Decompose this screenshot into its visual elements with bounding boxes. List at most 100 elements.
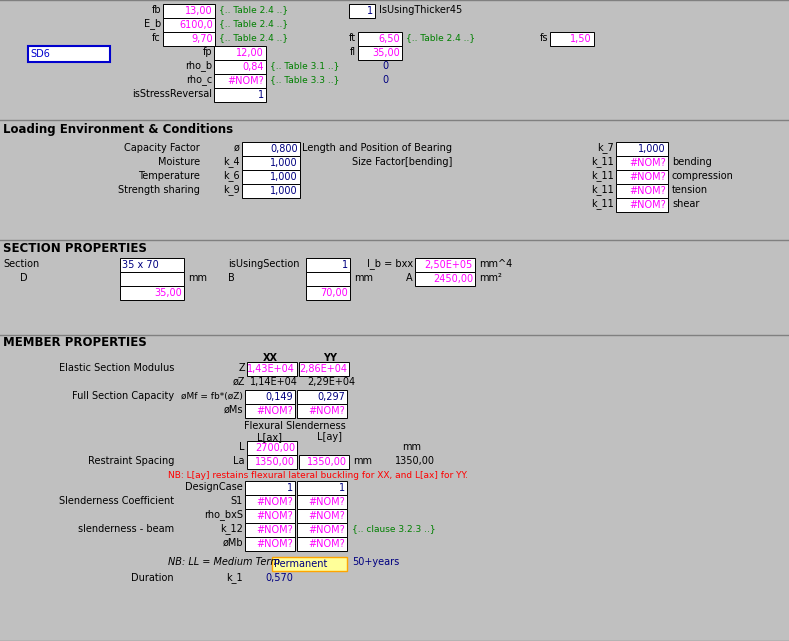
Bar xyxy=(247,441,297,455)
Text: rho_b: rho_b xyxy=(185,60,212,71)
Bar xyxy=(247,455,297,469)
Bar xyxy=(299,362,349,376)
Text: øMb: øMb xyxy=(222,538,243,548)
Text: 0,149: 0,149 xyxy=(265,392,293,402)
Text: 1: 1 xyxy=(342,260,348,270)
Bar xyxy=(245,537,295,551)
Text: k_4: k_4 xyxy=(223,156,240,167)
Bar xyxy=(306,258,350,272)
Text: 1,14E+04: 1,14E+04 xyxy=(250,377,298,387)
Text: #NOM?: #NOM? xyxy=(308,511,345,521)
Text: SD6: SD6 xyxy=(30,49,50,59)
Bar xyxy=(28,46,110,62)
Text: 0,84: 0,84 xyxy=(242,62,264,72)
Text: rho_bxS: rho_bxS xyxy=(204,510,243,520)
Text: #NOM?: #NOM? xyxy=(308,406,345,416)
Bar xyxy=(616,142,668,156)
Text: k_6: k_6 xyxy=(223,171,240,181)
Text: 1,000: 1,000 xyxy=(271,158,298,168)
Text: #NOM?: #NOM? xyxy=(256,539,293,549)
Text: S1: S1 xyxy=(230,496,243,506)
Text: bending: bending xyxy=(672,157,712,167)
Text: NB: LL = Medium Term: NB: LL = Medium Term xyxy=(168,557,280,567)
Text: Length and Position of Bearing: Length and Position of Bearing xyxy=(302,143,452,153)
Bar xyxy=(297,523,347,537)
Bar xyxy=(242,142,300,156)
Bar xyxy=(163,32,215,46)
Bar xyxy=(616,198,668,212)
Text: #NOM?: #NOM? xyxy=(630,186,666,196)
Text: Restraint Spacing: Restraint Spacing xyxy=(88,456,174,466)
Text: k_12: k_12 xyxy=(220,524,243,535)
Bar xyxy=(297,495,347,509)
Text: 12,00: 12,00 xyxy=(236,48,264,58)
Bar xyxy=(306,286,350,300)
Bar xyxy=(616,170,668,184)
Bar xyxy=(242,184,300,198)
Text: Duration: Duration xyxy=(132,573,174,583)
Text: 13,00: 13,00 xyxy=(185,6,213,16)
Text: 1: 1 xyxy=(338,483,345,493)
Bar xyxy=(272,557,347,571)
Bar xyxy=(214,60,266,74)
Bar xyxy=(214,88,266,102)
Text: #NOM?: #NOM? xyxy=(308,539,345,549)
Text: k_7: k_7 xyxy=(597,142,614,153)
Text: 35,00: 35,00 xyxy=(372,48,400,58)
Text: øMs: øMs xyxy=(223,405,243,415)
Bar xyxy=(245,404,295,418)
Text: 1: 1 xyxy=(367,6,373,16)
Text: #NOM?: #NOM? xyxy=(256,525,293,535)
Text: isUsingSection: isUsingSection xyxy=(228,259,300,269)
Text: #NOM?: #NOM? xyxy=(256,497,293,507)
Text: {.. Table 2.4 ..}: {.. Table 2.4 ..} xyxy=(219,6,288,15)
Bar xyxy=(245,523,295,537)
Text: Flexural Slenderness: Flexural Slenderness xyxy=(244,421,346,431)
Bar xyxy=(245,495,295,509)
Text: øZ: øZ xyxy=(233,377,245,387)
Text: D: D xyxy=(20,273,28,283)
Text: #NOM?: #NOM? xyxy=(227,76,264,86)
Bar xyxy=(297,509,347,523)
Text: mm^4: mm^4 xyxy=(479,259,512,269)
Text: L[ax]: L[ax] xyxy=(257,432,282,442)
Text: #NOM?: #NOM? xyxy=(630,172,666,182)
Text: 1,000: 1,000 xyxy=(271,172,298,182)
Bar xyxy=(297,390,347,404)
Text: 1,000: 1,000 xyxy=(638,144,666,154)
Text: Strength sharing: Strength sharing xyxy=(118,185,200,195)
Bar xyxy=(616,156,668,170)
Text: #NOM?: #NOM? xyxy=(308,525,345,535)
Text: k_11: k_11 xyxy=(591,156,614,167)
Bar xyxy=(245,481,295,495)
Text: SECTION PROPERTIES: SECTION PROPERTIES xyxy=(3,242,147,254)
Text: 2,29E+04: 2,29E+04 xyxy=(307,377,355,387)
Text: 0: 0 xyxy=(382,61,388,71)
Text: La: La xyxy=(234,456,245,466)
Text: 2,86E+04: 2,86E+04 xyxy=(299,364,347,374)
Text: 6100,0: 6100,0 xyxy=(179,20,213,30)
Text: 6,50: 6,50 xyxy=(379,34,400,44)
Text: 1350,00: 1350,00 xyxy=(307,457,347,467)
Text: øMf = fb*(øZ): øMf = fb*(øZ) xyxy=(181,392,243,401)
Text: A: A xyxy=(406,273,413,283)
Text: E_b: E_b xyxy=(144,19,161,29)
Text: {.. Table 2.4 ..}: {.. Table 2.4 ..} xyxy=(219,19,288,28)
Text: XX: XX xyxy=(263,353,278,363)
Text: B: B xyxy=(228,273,235,283)
Text: 35,00: 35,00 xyxy=(155,288,182,298)
Bar xyxy=(214,46,266,60)
Bar xyxy=(297,481,347,495)
Text: mm: mm xyxy=(353,456,372,466)
Bar xyxy=(297,404,347,418)
Bar xyxy=(299,455,349,469)
Text: {.. Table 3.1 ..}: {.. Table 3.1 ..} xyxy=(270,62,339,71)
Text: Section: Section xyxy=(3,259,39,269)
Text: compression: compression xyxy=(672,171,734,181)
Text: Capacity Factor: Capacity Factor xyxy=(124,143,200,153)
Text: rho_c: rho_c xyxy=(185,74,212,85)
Text: 35 x 70: 35 x 70 xyxy=(122,260,159,270)
Text: ft: ft xyxy=(349,33,356,43)
Text: ø: ø xyxy=(234,143,240,153)
Bar xyxy=(120,272,184,286)
